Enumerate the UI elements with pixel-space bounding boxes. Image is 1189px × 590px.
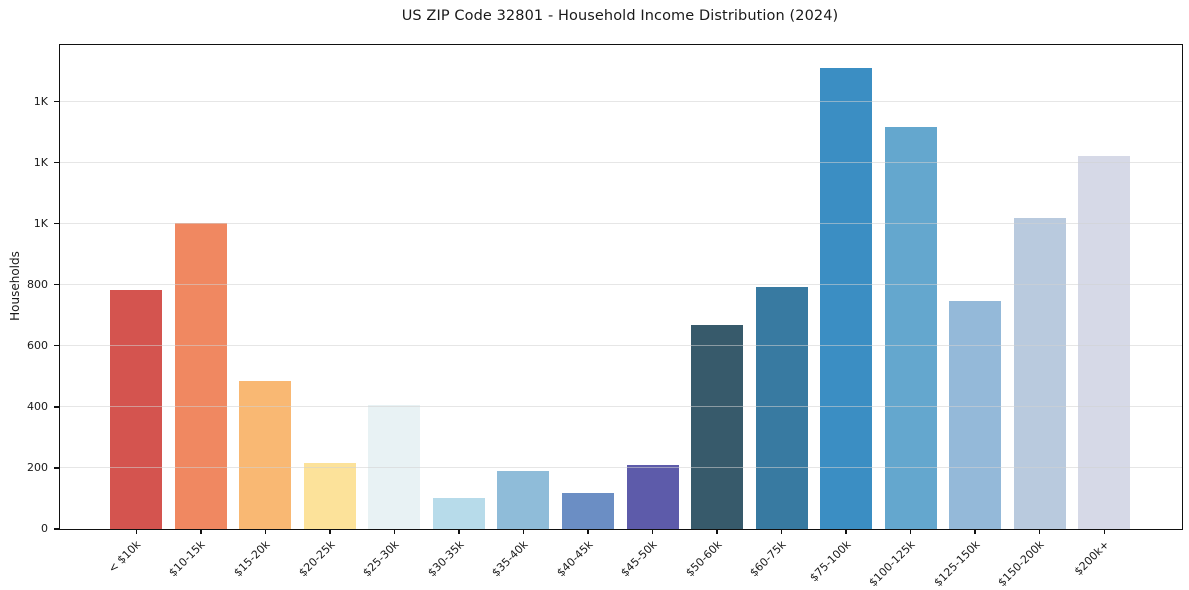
bar-$15-20k — [239, 380, 292, 529]
y-tick — [53, 284, 59, 286]
y-tick — [53, 406, 59, 408]
y-tick-label: 200 — [27, 460, 48, 474]
x-tick — [845, 529, 847, 534]
y-tick — [53, 467, 59, 469]
x-tick — [458, 529, 460, 534]
gridline — [60, 223, 1182, 225]
y-tick-label: 600 — [27, 338, 48, 352]
chart-title: US ZIP Code 32801 - Household Income Dis… — [401, 8, 839, 24]
y-tick-label: 1K — [33, 216, 48, 230]
x-tick-label-text: $25-30k — [360, 538, 402, 580]
gridline — [60, 345, 1182, 347]
gridline — [60, 406, 1182, 408]
bar-$45-50k — [626, 464, 679, 529]
x-tick — [1039, 529, 1041, 534]
bar-$100-125k — [884, 127, 937, 529]
x-tick-label-text: $20-25k — [295, 538, 338, 580]
bar-$25-30k — [368, 405, 421, 529]
x-tick — [329, 529, 331, 534]
x-tick — [651, 529, 654, 534]
x-tick — [200, 529, 202, 534]
bar-$10-15k — [174, 223, 227, 529]
x-tick-label-text: $200k+ — [1071, 538, 1112, 579]
x-tick-label-text: $75-100k — [807, 538, 854, 585]
x-tick — [587, 529, 589, 534]
gridline — [60, 101, 1182, 102]
y-tick-label: 0 — [41, 522, 48, 535]
x-tick — [716, 529, 718, 534]
y-tick — [53, 345, 59, 347]
x-tick-label-text: $45-50k — [618, 538, 660, 580]
x-tick — [780, 529, 783, 534]
bar-$40-45k — [562, 492, 614, 529]
x-tick — [135, 529, 137, 534]
x-tick-label-text: $100-125k — [866, 538, 918, 590]
y-tick — [53, 528, 59, 530]
x-tick-label-text: < $10k — [105, 538, 144, 576]
x-tick — [522, 529, 525, 534]
gridline — [60, 284, 1182, 286]
x-tick-label-text: $125-150k — [931, 538, 983, 590]
bar-< $10k — [110, 289, 163, 529]
x-tick-label-text: $50-60k — [682, 538, 725, 580]
y-tick-label: 400 — [27, 399, 48, 413]
y-tick-label: 1K — [33, 94, 48, 108]
bar-$35-40k — [497, 470, 550, 529]
x-tick-label-text: $30-35k — [424, 538, 467, 580]
bar-$60-75k — [755, 286, 808, 529]
y-tick-label: 800 — [27, 277, 48, 291]
x-tick — [264, 529, 267, 534]
bar-$50-60k — [691, 324, 744, 529]
x-tick-label-text: $35-40k — [489, 538, 531, 580]
y-tick — [53, 161, 59, 164]
y-tick — [53, 222, 59, 225]
bar-$150-200k — [1013, 217, 1066, 529]
x-tick — [974, 529, 976, 534]
bar-$200k+ — [1078, 156, 1131, 529]
bar-$30-35k — [432, 498, 485, 529]
x-tick — [909, 529, 912, 534]
y-tick — [53, 100, 59, 103]
gridline — [60, 467, 1182, 469]
y-tick-label: 1K — [33, 155, 48, 169]
bar-$125-150k — [949, 300, 1002, 529]
x-tick-label-text: $10-15k — [166, 538, 209, 580]
x-tick-label-text: $15-20k — [231, 538, 273, 580]
plot-area: 0 200 400 600 800 1K 1K 1K < $10k $10-15k $15-20k $… — [27, 44, 1183, 589]
x-tick-label-text: $60-75k — [747, 538, 789, 580]
bar-$75-100k — [820, 67, 873, 529]
x-tick — [393, 529, 396, 534]
x-tick-label-text: $40-45k — [553, 538, 596, 580]
gridline — [60, 162, 1182, 164]
bar-$20-25k — [303, 463, 356, 529]
x-tick-label-text: $150-200k — [995, 538, 1047, 590]
x-tick — [1103, 529, 1105, 534]
